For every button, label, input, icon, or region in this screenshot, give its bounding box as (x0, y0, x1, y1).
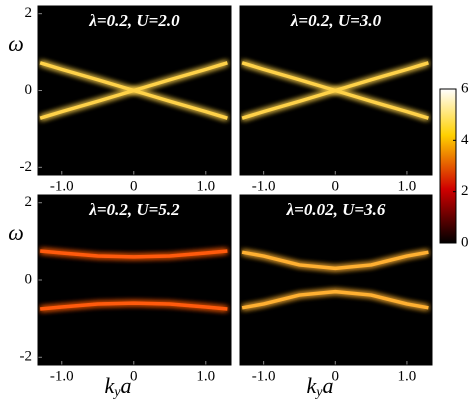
x-tick-label: -1.0 (252, 368, 276, 384)
x-axis-label: kya (307, 373, 334, 400)
y-tick-label: 2 (25, 5, 33, 21)
x-label-base: k (307, 373, 318, 398)
panel-title: λ=0.02, U=3.6 (286, 200, 386, 219)
colorbar-tick-label: 0 (461, 234, 469, 250)
x-tick-label: -1.0 (50, 368, 74, 384)
x-label-rest: a (322, 373, 333, 398)
x-label-sub: y (314, 385, 323, 400)
plot-frame (37, 5, 232, 176)
x-tick-label: 1.0 (398, 368, 417, 384)
x-axis-label: kya (105, 373, 132, 400)
plot-frame (37, 194, 232, 366)
x-tick-label: 0 (130, 178, 138, 194)
band-line (40, 301, 228, 311)
band-line (241, 61, 429, 120)
panel-title: λ=0.2, U=3.0 (290, 11, 382, 30)
y-axis-label: ω (8, 31, 24, 56)
x-tick-label: 0 (332, 368, 340, 384)
x-label-base: k (105, 373, 116, 398)
y-tick-label: 2 (25, 194, 33, 210)
y-tick-label: 0 (25, 271, 33, 287)
band-line (241, 289, 429, 310)
x-tick-label: 1.0 (398, 178, 417, 194)
plot-frame (239, 194, 433, 366)
panel-title: λ=0.2, U=2.0 (88, 11, 180, 30)
x-label-rest: a (120, 373, 131, 398)
colorbar-tick-label: 4 (461, 132, 469, 148)
y-tick-label: 0 (25, 82, 33, 98)
colorbar (439, 88, 457, 244)
x-label-sub: y (112, 385, 121, 400)
x-tick-label: 0 (332, 178, 340, 194)
x-tick-label: 1.0 (196, 368, 215, 384)
y-axis-label: ω (8, 220, 24, 245)
plot-frame (239, 5, 433, 176)
x-tick-label: -1.0 (252, 178, 276, 194)
band-line (40, 249, 228, 259)
colorbar-tick-label: 6 (461, 80, 469, 96)
y-tick-label: -2 (20, 349, 33, 365)
x-tick-label: 1.0 (196, 178, 215, 194)
x-tick-label: -1.0 (50, 178, 74, 194)
band-line (241, 250, 429, 271)
x-tick-label: 0 (130, 368, 138, 384)
plot-background (240, 195, 432, 365)
band-line (39, 61, 228, 120)
panel-title: λ=0.2, U=5.2 (88, 200, 180, 219)
y-tick-label: -2 (20, 159, 33, 175)
colorbar-tick-label: 2 (461, 183, 469, 199)
plot-background (38, 195, 231, 365)
